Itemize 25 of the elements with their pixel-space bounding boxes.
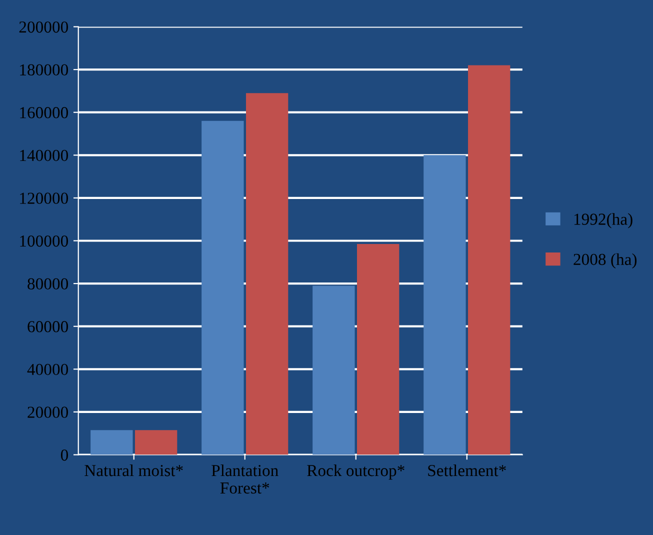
y-tick-label: 0 — [60, 449, 68, 461]
y-tick-label: 120000 — [20, 192, 68, 204]
x-tick-label: Settlement* — [428, 464, 506, 476]
bar — [90, 430, 133, 455]
y-tick-label: 40000 — [27, 364, 68, 376]
bar — [312, 286, 355, 455]
bar — [134, 430, 178, 455]
bar — [202, 120, 244, 455]
legend-label: 2008 (ha) — [574, 253, 637, 268]
y-tick-label: 180000 — [20, 64, 68, 76]
y-tick-label: 160000 — [20, 107, 68, 118]
y-tick-label: 200000 — [19, 21, 68, 33]
x-tick-label: Rock outcrop* — [307, 464, 404, 480]
y-tick-label: 100000 — [20, 235, 68, 247]
x-tick-label: Natural moist* — [84, 464, 183, 476]
bar — [356, 244, 400, 455]
y-tick-label: 140000 — [20, 150, 68, 162]
x-tick-label: Plantation Forest* — [212, 464, 278, 494]
bar — [468, 65, 510, 455]
bar — [424, 155, 466, 455]
y-tick-label: 20000 — [28, 406, 68, 418]
y-tick-label: 60000 — [28, 321, 68, 332]
legend-label: 1992(ha) — [574, 213, 632, 228]
bar — [246, 93, 288, 455]
y-tick-label: 80000 — [28, 278, 68, 290]
